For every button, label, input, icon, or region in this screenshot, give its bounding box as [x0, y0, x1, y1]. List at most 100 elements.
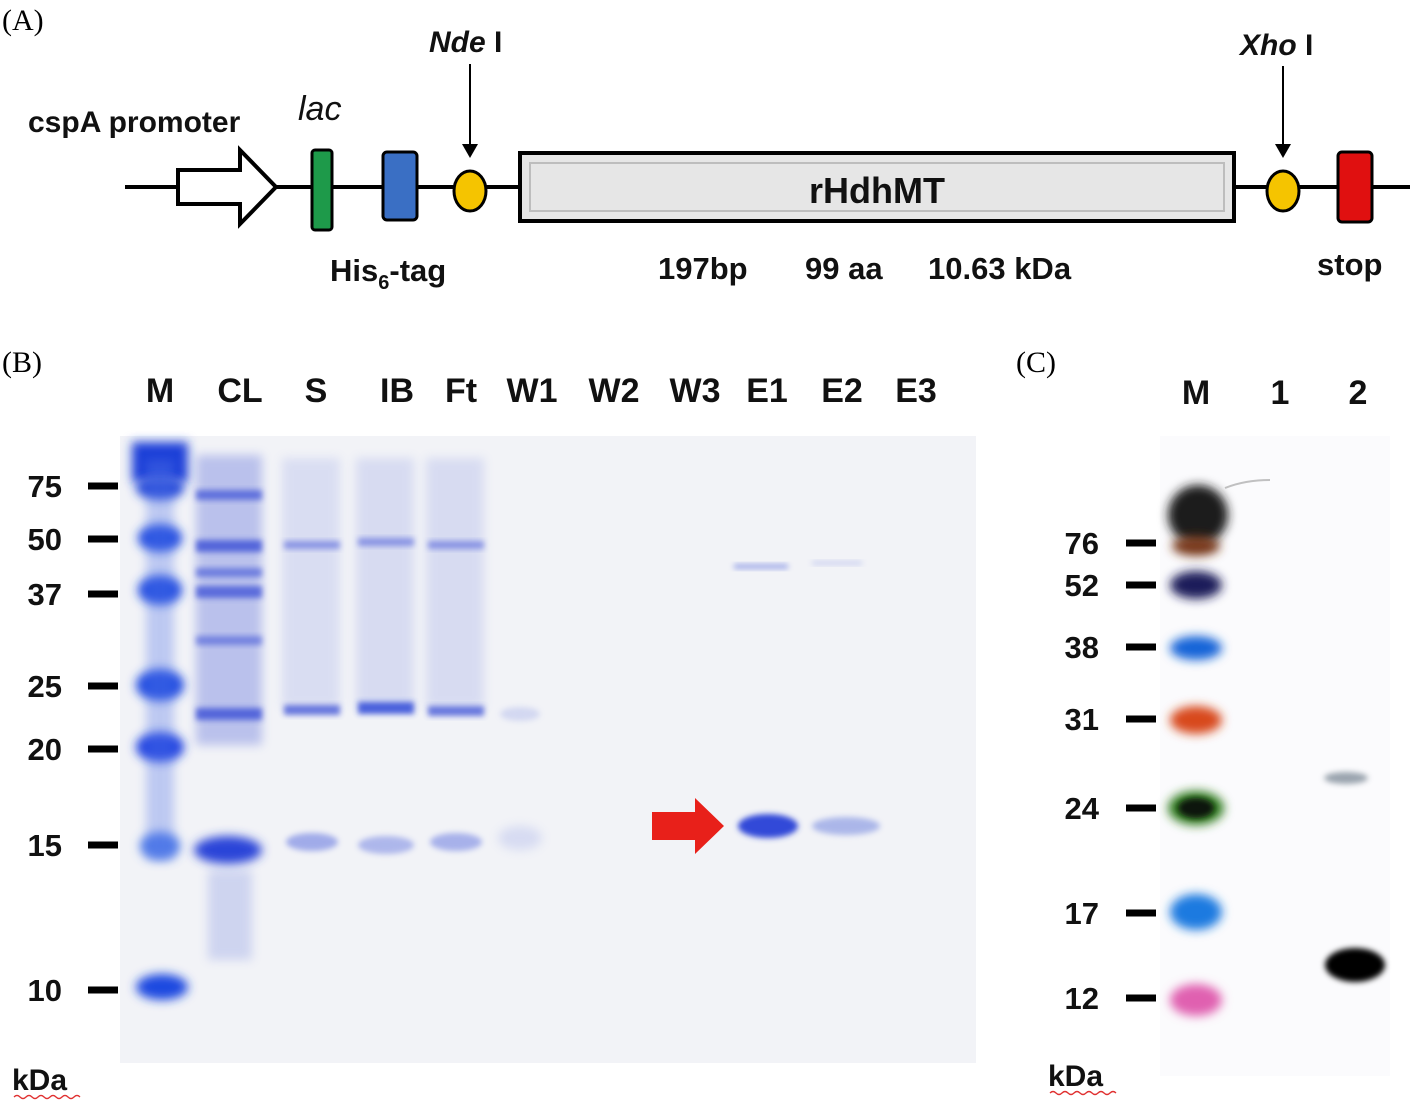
- gel-b-lane-label: M: [146, 372, 174, 410]
- blot-c-lane-label: 2: [1349, 374, 1368, 412]
- panel-a: (A) cspA promoter lac His6-tag Nde I rHd…: [2, 4, 1410, 294]
- gel-b-marker-label: 75: [28, 469, 62, 504]
- blot-c-ladder-band: [1170, 706, 1222, 734]
- gel-b-lane-e2: [812, 561, 880, 835]
- gel-b-band: [812, 817, 880, 835]
- gel-b-lane-label: E2: [821, 372, 863, 410]
- gel-b-lane-ib: [356, 458, 414, 854]
- gel-b-band: [196, 540, 262, 552]
- xho-site-label: Xho I: [1238, 29, 1313, 62]
- blot-c-marker-label: 31: [1065, 702, 1099, 737]
- blot-c-lane-2: [1324, 772, 1385, 982]
- blot-c-artifact: [1224, 479, 1271, 489]
- blot-c-unit-underline: [1049, 1090, 1117, 1096]
- gel-b-lane-e1: [734, 564, 798, 838]
- gel-b-ladder-smear: [146, 460, 174, 860]
- panel-b-label: (B): [2, 346, 42, 379]
- gene-box-inner: [529, 162, 1225, 212]
- blot-c-unit-label: kDa: [1048, 1060, 1103, 1093]
- blot-c-marker-label: 24: [1065, 791, 1100, 826]
- gel-b-band: [196, 586, 262, 598]
- his-tag-label: His6-tag: [330, 253, 446, 294]
- blot-c-marker-label: 12: [1065, 981, 1099, 1016]
- gel-b-unit-label: kDa: [12, 1064, 67, 1097]
- gel-b-band: [738, 814, 798, 838]
- blot-c-lane-label: 1: [1271, 374, 1290, 412]
- gel-b-smear: [426, 458, 484, 708]
- gene-box: [518, 151, 1236, 223]
- xho-site-circle: [1265, 169, 1301, 213]
- gel-b-lane-label: W2: [589, 372, 640, 410]
- gel-b-marker-label: 10: [28, 973, 62, 1008]
- gel-b-marker-label: 15: [28, 828, 62, 863]
- gene-label: rHdhMT: [809, 170, 945, 211]
- sds-page-gel: [120, 436, 976, 1063]
- gel-b-lane-label: W1: [507, 372, 558, 410]
- blot-c-band: [1325, 948, 1385, 982]
- blot-c-lane-label: M: [1182, 374, 1210, 412]
- gel-b-lane-cl: [194, 455, 262, 960]
- gel-b-lane-label: W3: [670, 372, 721, 410]
- gel-b-band: [812, 561, 862, 565]
- gel-b-lane-s: [282, 458, 340, 851]
- nde-site-circle: [452, 169, 488, 213]
- lac-label: lac: [298, 90, 341, 128]
- gel-b-unit-underline: [13, 1094, 81, 1100]
- blot-c-marker-labels: 76 52 38 31 24 17 12: [1065, 526, 1156, 1016]
- panel-b: (B) M CL S IB Ft W1 W2 W3 E1 E2 E3 75 50 37 25 20 15 10: [2, 346, 976, 1100]
- gel-b-lane-label: Ft: [445, 372, 477, 410]
- blot-c-marker-label: 38: [1065, 630, 1099, 665]
- promoter-arrow-icon: [176, 145, 279, 229]
- gel-b-band: [286, 833, 338, 851]
- blot-c-marker-label: 52: [1065, 568, 1099, 603]
- gel-b-band: [498, 826, 542, 850]
- gel-b-band: [500, 707, 540, 721]
- blot-c-ladder-band: [1170, 894, 1222, 930]
- blot-c-marker-label: 17: [1065, 896, 1099, 931]
- promoter-label: cspA promoter: [28, 106, 241, 139]
- blot-c-ladder-band: [1170, 571, 1222, 599]
- his-tag-box: [381, 150, 419, 222]
- gel-b-marker-label: 25: [28, 669, 62, 704]
- gel-b-smear: [282, 458, 340, 708]
- gel-b-band: [428, 541, 484, 549]
- gel-b-lane-labels: M CL S IB Ft W1 W2 W3 E1 E2 E3: [146, 372, 937, 410]
- stop-label: stop: [1317, 247, 1382, 282]
- blot-c-ladder-band: [1170, 636, 1222, 660]
- lac-operator-box: [310, 148, 334, 232]
- gel-b-band: [284, 541, 340, 549]
- size-kda-label: 10.63 kDa: [928, 251, 1072, 286]
- gel-b-lane-label: E1: [746, 372, 788, 410]
- gel-b-band: [196, 490, 262, 500]
- blot-c-ladder-band: [1168, 485, 1228, 545]
- gel-b-band: [196, 568, 262, 577]
- gel-b-smear: [196, 455, 262, 745]
- gel-b-band: [358, 702, 414, 714]
- gel-b-lane-w1: [498, 707, 542, 850]
- target-band-arrow-icon: [652, 798, 724, 854]
- stop-codon-box: [1336, 150, 1374, 224]
- gel-b-band: [284, 705, 340, 715]
- blot-c-lane-labels: M 1 2: [1182, 374, 1368, 412]
- nde-arrow-head-icon: [462, 144, 478, 158]
- gel-b-band: [428, 706, 484, 716]
- gel-b-band: [196, 708, 262, 720]
- panel-c-label: (C): [1016, 346, 1056, 379]
- gel-b-band: [358, 836, 414, 854]
- gel-b-marker-label: 50: [28, 522, 62, 557]
- gel-b-smear: [356, 458, 414, 708]
- nde-site-label: Nde I: [429, 26, 502, 59]
- gel-b-band: [194, 836, 262, 864]
- blot-c-ladder-lane: [1168, 479, 1271, 1016]
- gel-b-band: [430, 833, 482, 851]
- gel-b-marker-label: 20: [28, 732, 62, 767]
- gel-b-lane-label: E3: [895, 372, 937, 410]
- blot-c-ladder-band-core: [1178, 798, 1214, 818]
- gel-b-marker-label: 37: [28, 577, 62, 612]
- gel-b-lane-ft: [426, 458, 484, 851]
- gel-b-lane-label: IB: [380, 372, 414, 410]
- gel-b-ladder-band: [136, 974, 188, 1000]
- size-aa-label: 99 aa: [805, 251, 883, 286]
